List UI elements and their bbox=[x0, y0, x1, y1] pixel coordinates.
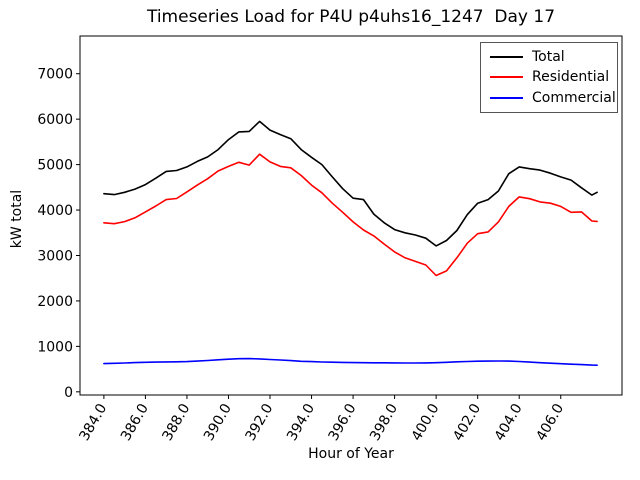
y-tick-label: 2000 bbox=[37, 294, 73, 310]
legend-item-residential: Residential bbox=[481, 67, 617, 87]
y-tick-label: 6000 bbox=[37, 112, 73, 128]
x-tick-label: 388.0 bbox=[160, 401, 194, 444]
legend-label-residential: Residential bbox=[532, 69, 610, 86]
y-tick-label: 5000 bbox=[37, 158, 73, 174]
axes-frame bbox=[79, 35, 623, 396]
legend-item-total: Total bbox=[481, 47, 617, 67]
x-tick-label: 392.0 bbox=[243, 401, 277, 444]
y-tick-label: 4000 bbox=[37, 203, 73, 219]
x-tick-label: 398.0 bbox=[367, 401, 401, 444]
x-tick-label: 384.0 bbox=[76, 401, 110, 444]
x-tick-label: 386.0 bbox=[118, 401, 152, 444]
x-tick-label: 402.0 bbox=[450, 401, 484, 444]
series-line-commercial bbox=[103, 357, 598, 367]
commercial-line-swatch bbox=[490, 96, 523, 99]
x-tick-label: 400.0 bbox=[409, 401, 443, 444]
x-tick-label: 390.0 bbox=[201, 401, 235, 444]
chart-title: Timeseries Load for P4U p4uhs16_1247 Day… bbox=[146, 7, 556, 27]
x-tick-label: 396.0 bbox=[326, 401, 360, 444]
series-line-total bbox=[103, 120, 598, 247]
x-tick-label: 404.0 bbox=[492, 401, 526, 444]
x-tick-label: 394.0 bbox=[284, 401, 318, 444]
legend-label-commercial: Commercial bbox=[532, 89, 616, 106]
y-tick-label: 0 bbox=[64, 385, 73, 401]
x-axis-label: Hour of Year bbox=[308, 446, 394, 462]
y-tick-label: 1000 bbox=[37, 339, 73, 355]
y-axis-label: kW total bbox=[9, 189, 25, 249]
legend-label-total: Total bbox=[532, 49, 565, 66]
legend-box: Total Residential Commercial bbox=[480, 42, 618, 113]
residential-line-swatch bbox=[490, 76, 523, 79]
series-line-residential bbox=[103, 153, 598, 277]
y-tick-label: 3000 bbox=[37, 248, 73, 264]
y-tick-label: 7000 bbox=[37, 67, 73, 83]
legend-item-commercial: Commercial bbox=[481, 88, 617, 108]
total-line-swatch bbox=[490, 56, 523, 59]
x-tick-label: 406.0 bbox=[533, 401, 567, 444]
